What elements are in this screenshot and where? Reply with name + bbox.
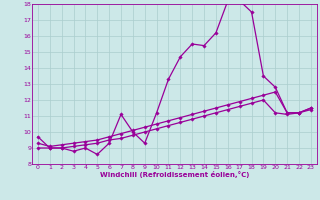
X-axis label: Windchill (Refroidissement éolien,°C): Windchill (Refroidissement éolien,°C) [100,171,249,178]
